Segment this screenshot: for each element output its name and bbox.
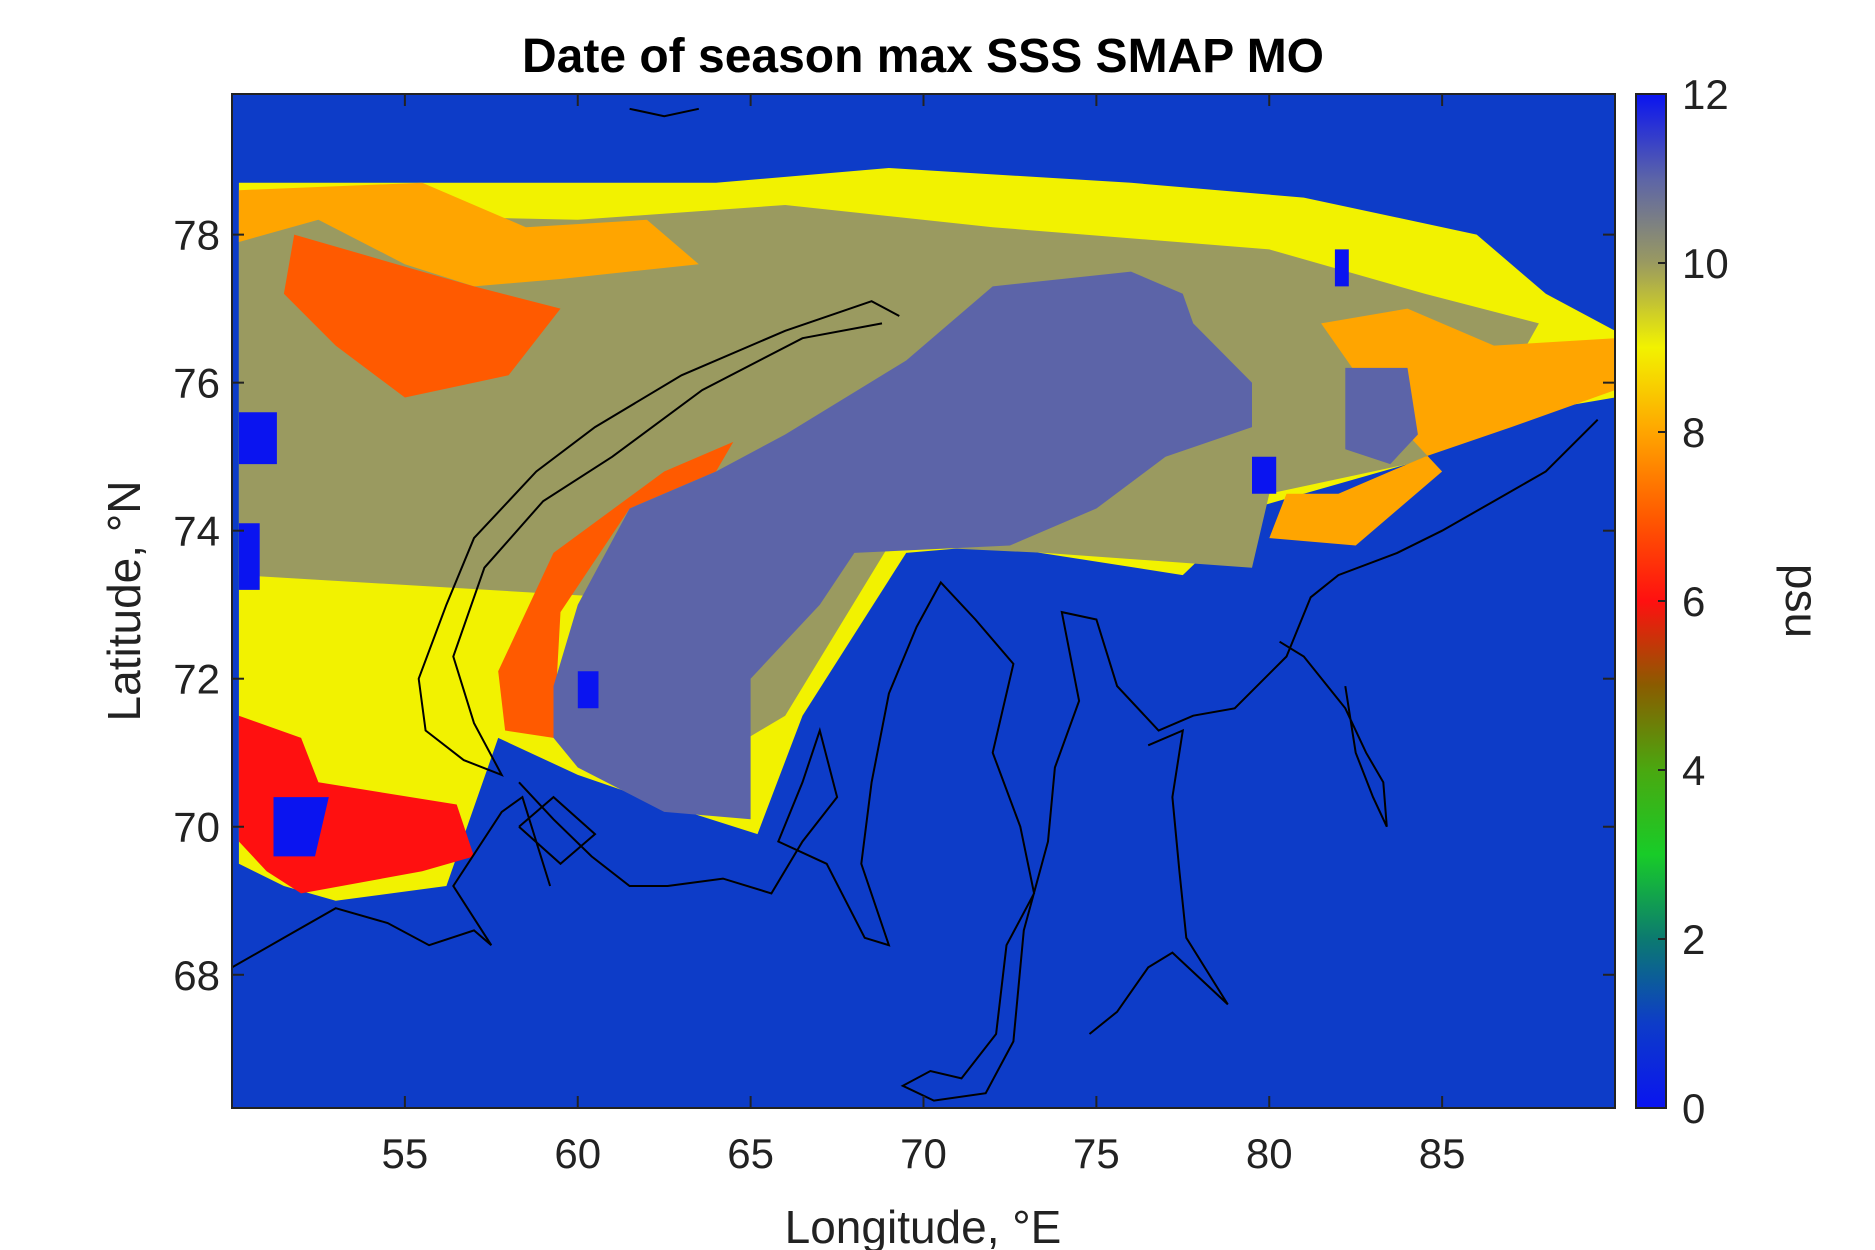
x-axis-label: Longitude, °E [785,1201,1062,1250]
region-2 [238,182,699,287]
y-tick-label: 70 [173,804,220,851]
colorbar-label: psu [1776,564,1828,638]
region-12 [273,797,329,857]
colorbar-tick-label: 10 [1682,240,1729,287]
region-14 [1334,249,1349,287]
y-tick-label: 74 [173,508,220,555]
coastline-yenisei [1279,640,1388,828]
colorbar: 0 2 4 6 8 10 12 psu [1635,71,1828,1132]
region-4 [283,234,561,398]
x-tick-label: 55 [382,1130,429,1177]
colorbar-tick-label: 8 [1682,409,1705,456]
x-tick-label: 85 [1419,1130,1466,1177]
x-tick-label: 70 [900,1130,947,1177]
region-10 [238,412,277,465]
colorbar-tick-label: 6 [1682,578,1705,625]
region-15 [1252,456,1277,494]
colorbar-ticks: 0 2 4 6 8 10 12 [1635,71,1729,1132]
colorbar-tick-label: 0 [1682,1085,1705,1132]
x-tick-label: 60 [554,1130,601,1177]
y-tick-label: 76 [173,360,220,407]
map-plot-area [231,93,1616,1109]
region-3 [1269,308,1615,546]
coastlines [232,107,1599,1102]
y-axis-label: Latitude, °N [98,481,150,722]
coastline-kara-coast-west [518,418,1599,1102]
x-tick-label: 80 [1246,1130,1293,1177]
colorbar-tick-label: 4 [1682,747,1705,794]
coastline-franz-josef-south [629,107,700,118]
region-7 [553,271,1252,820]
colorbar-tick-label: 2 [1682,916,1705,963]
region-11 [238,523,260,590]
region-13 [577,671,599,709]
coastline-pechora-coast [232,795,552,969]
chart-title: Date of season max SSS SMAP MO [522,30,1324,83]
x-tick-label: 75 [1073,1130,1120,1177]
y-axis-ticks: 68 70 72 74 76 78 [173,212,1615,999]
y-tick-label: 68 [173,952,220,999]
x-axis-ticks: 55 60 65 70 75 80 85 [382,94,1466,1177]
coastline-ob-gulf-east [1088,728,1229,1035]
y-tick-label: 72 [173,656,220,703]
colorbar-tick-label: 12 [1682,71,1729,118]
y-tick-label: 78 [173,212,220,259]
coastline-vaygach [518,795,597,866]
data-regions [238,168,1615,901]
coastline-novaya-zemlya [417,300,900,777]
x-tick-label: 65 [727,1130,774,1177]
region-8 [1345,367,1418,465]
region-5 [498,441,734,738]
